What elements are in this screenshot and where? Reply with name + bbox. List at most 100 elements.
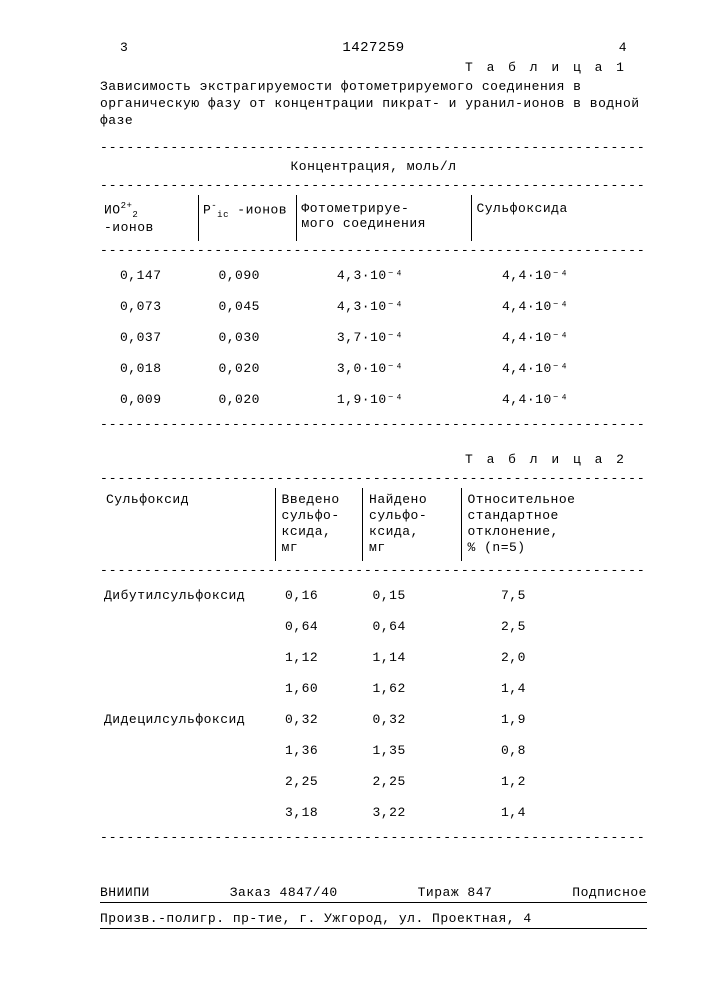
table-row: Дибутилсульфоксид0,160,157,5 — [100, 580, 647, 611]
table-cell — [100, 735, 275, 766]
table-row: 2,252,251,2 — [100, 766, 647, 797]
table-cell: 1,4 — [461, 797, 647, 828]
table-row: 0,0180,0203,0·10⁻⁴4,4·10⁻⁴ — [100, 353, 647, 384]
table-row: Дидецилсульфоксид0,320,321,9 — [100, 704, 647, 735]
table-row: 1,361,350,8 — [100, 735, 647, 766]
divider — [100, 928, 647, 929]
table-cell: 0,64 — [275, 611, 363, 642]
divider — [100, 902, 647, 903]
table1-body: 0,1470,0904,3·10⁻⁴4,4·10⁻⁴0,0730,0454,3·… — [100, 260, 647, 415]
table-cell: 3,7·10⁻⁴ — [297, 322, 472, 353]
table-cell — [100, 766, 275, 797]
table-cell: 2,25 — [363, 766, 461, 797]
table-cell: 4,3·10⁻⁴ — [297, 291, 472, 322]
table-cell: 0,030 — [198, 322, 296, 353]
table-cell: 0,8 — [461, 735, 647, 766]
table2-label: Т а б л и ц а 2 — [100, 452, 627, 467]
table-cell: 0,32 — [275, 704, 363, 735]
footer-org: ВНИИПИ — [100, 885, 150, 900]
table-cell — [100, 642, 275, 673]
footer-tirazh: Тираж 847 — [418, 885, 493, 900]
table-cell: 0,15 — [363, 580, 461, 611]
divider: ----------------------------------------… — [100, 830, 647, 845]
footer: ВНИИПИ Заказ 4847/40 Тираж 847 Подписное… — [100, 885, 647, 929]
table-row: 0,0730,0454,3·10⁻⁴4,4·10⁻⁴ — [100, 291, 647, 322]
t1-h1: ИО — [104, 202, 121, 217]
table-cell: 0,009 — [100, 384, 198, 415]
t1-h3: Фотометрируе- мого соединения — [297, 195, 472, 241]
table-cell: 0,64 — [363, 611, 461, 642]
footer-order: Заказ 4847/40 — [230, 885, 338, 900]
table-cell: 0,037 — [100, 322, 198, 353]
table-cell: 7,5 — [461, 580, 647, 611]
table-cell: 4,4·10⁻⁴ — [472, 291, 647, 322]
table-cell: 0,32 — [363, 704, 461, 735]
table-cell: 1,12 — [275, 642, 363, 673]
table1-headers: ИО2+2 -ионов Р-ic -ионов Фотометрируе- м… — [100, 195, 647, 241]
table-cell: 4,4·10⁻⁴ — [472, 322, 647, 353]
table-cell: 1,2 — [461, 766, 647, 797]
table-row: 1,601,621,4 — [100, 673, 647, 704]
table-cell: 1,9 — [461, 704, 647, 735]
t1-h1-sub: 2 — [132, 210, 138, 220]
divider: ----------------------------------------… — [100, 417, 647, 432]
table-cell — [100, 673, 275, 704]
table-cell: 1,14 — [363, 642, 461, 673]
table-cell: 0,045 — [198, 291, 296, 322]
table-cell: 3,22 — [363, 797, 461, 828]
table2-body: Дибутилсульфоксид0,160,157,50,640,642,51… — [100, 580, 647, 828]
table-cell: 1,35 — [363, 735, 461, 766]
table-cell: 4,3·10⁻⁴ — [297, 260, 472, 291]
table-cell: 2,5 — [461, 611, 647, 642]
page-right: 4 — [619, 40, 627, 56]
table-row: 0,640,642,5 — [100, 611, 647, 642]
t2-h3: Найдено сульфо- ксида, мг — [363, 488, 461, 561]
t1-h4: Сульфоксида — [472, 195, 647, 241]
t1-h2-sub: ic — [217, 210, 229, 220]
table-cell: Дидецилсульфоксид — [100, 704, 275, 735]
table-row: 3,183,221,4 — [100, 797, 647, 828]
table-cell — [100, 797, 275, 828]
t2-h4: Относительное стандартное отклонение, % … — [461, 488, 647, 561]
divider: ----------------------------------------… — [100, 471, 647, 486]
table1-caption: Зависимость экстрагируемости фотометриру… — [100, 79, 647, 130]
table1-group-header: Концентрация, моль/л — [100, 157, 647, 176]
divider: ----------------------------------------… — [100, 243, 647, 258]
table-cell: 1,36 — [275, 735, 363, 766]
table-row: 0,1470,0904,3·10⁻⁴4,4·10⁻⁴ — [100, 260, 647, 291]
table-cell: 4,4·10⁻⁴ — [472, 384, 647, 415]
t1-h1-tail: -ионов — [104, 220, 154, 235]
table2-headers: Сульфоксид Введено сульфо- ксида, мг Най… — [100, 488, 647, 561]
table-cell: 4,4·10⁻⁴ — [472, 260, 647, 291]
doc-number: 1427259 — [342, 40, 404, 56]
table-cell: 2,0 — [461, 642, 647, 673]
footer-address: Произв.-полигр. пр-тие, г. Ужгород, ул. … — [100, 911, 647, 926]
table-cell: 3,18 — [275, 797, 363, 828]
table-cell: 0,16 — [275, 580, 363, 611]
t1-h1-sup: 2+ — [121, 201, 133, 211]
table-cell: 4,4·10⁻⁴ — [472, 353, 647, 384]
footer-sub: Подписное — [572, 885, 647, 900]
table-cell — [100, 611, 275, 642]
table-cell: 0,073 — [100, 291, 198, 322]
table-cell: 1,62 — [363, 673, 461, 704]
table-cell: Дибутилсульфоксид — [100, 580, 275, 611]
table-cell: 0,147 — [100, 260, 198, 291]
divider: ----------------------------------------… — [100, 563, 647, 578]
table-cell: 0,018 — [100, 353, 198, 384]
table-cell: 0,020 — [198, 384, 296, 415]
table-cell: 0,020 — [198, 353, 296, 384]
table1-label: Т а б л и ц а 1 — [100, 60, 647, 75]
divider: ----------------------------------------… — [100, 140, 647, 155]
divider: ----------------------------------------… — [100, 178, 647, 193]
page-left: 3 — [120, 40, 128, 56]
table-cell: 1,60 — [275, 673, 363, 704]
table-cell: 1,9·10⁻⁴ — [297, 384, 472, 415]
page-numbers: 3 1427259 4 — [100, 40, 647, 56]
t1-h2-tail: -ионов — [229, 202, 287, 217]
t2-h2: Введено сульфо- ксида, мг — [275, 488, 363, 561]
table-cell: 0,090 — [198, 260, 296, 291]
table-row: 1,121,142,0 — [100, 642, 647, 673]
table-cell: 3,0·10⁻⁴ — [297, 353, 472, 384]
table-row: 0,0090,0201,9·10⁻⁴4,4·10⁻⁴ — [100, 384, 647, 415]
